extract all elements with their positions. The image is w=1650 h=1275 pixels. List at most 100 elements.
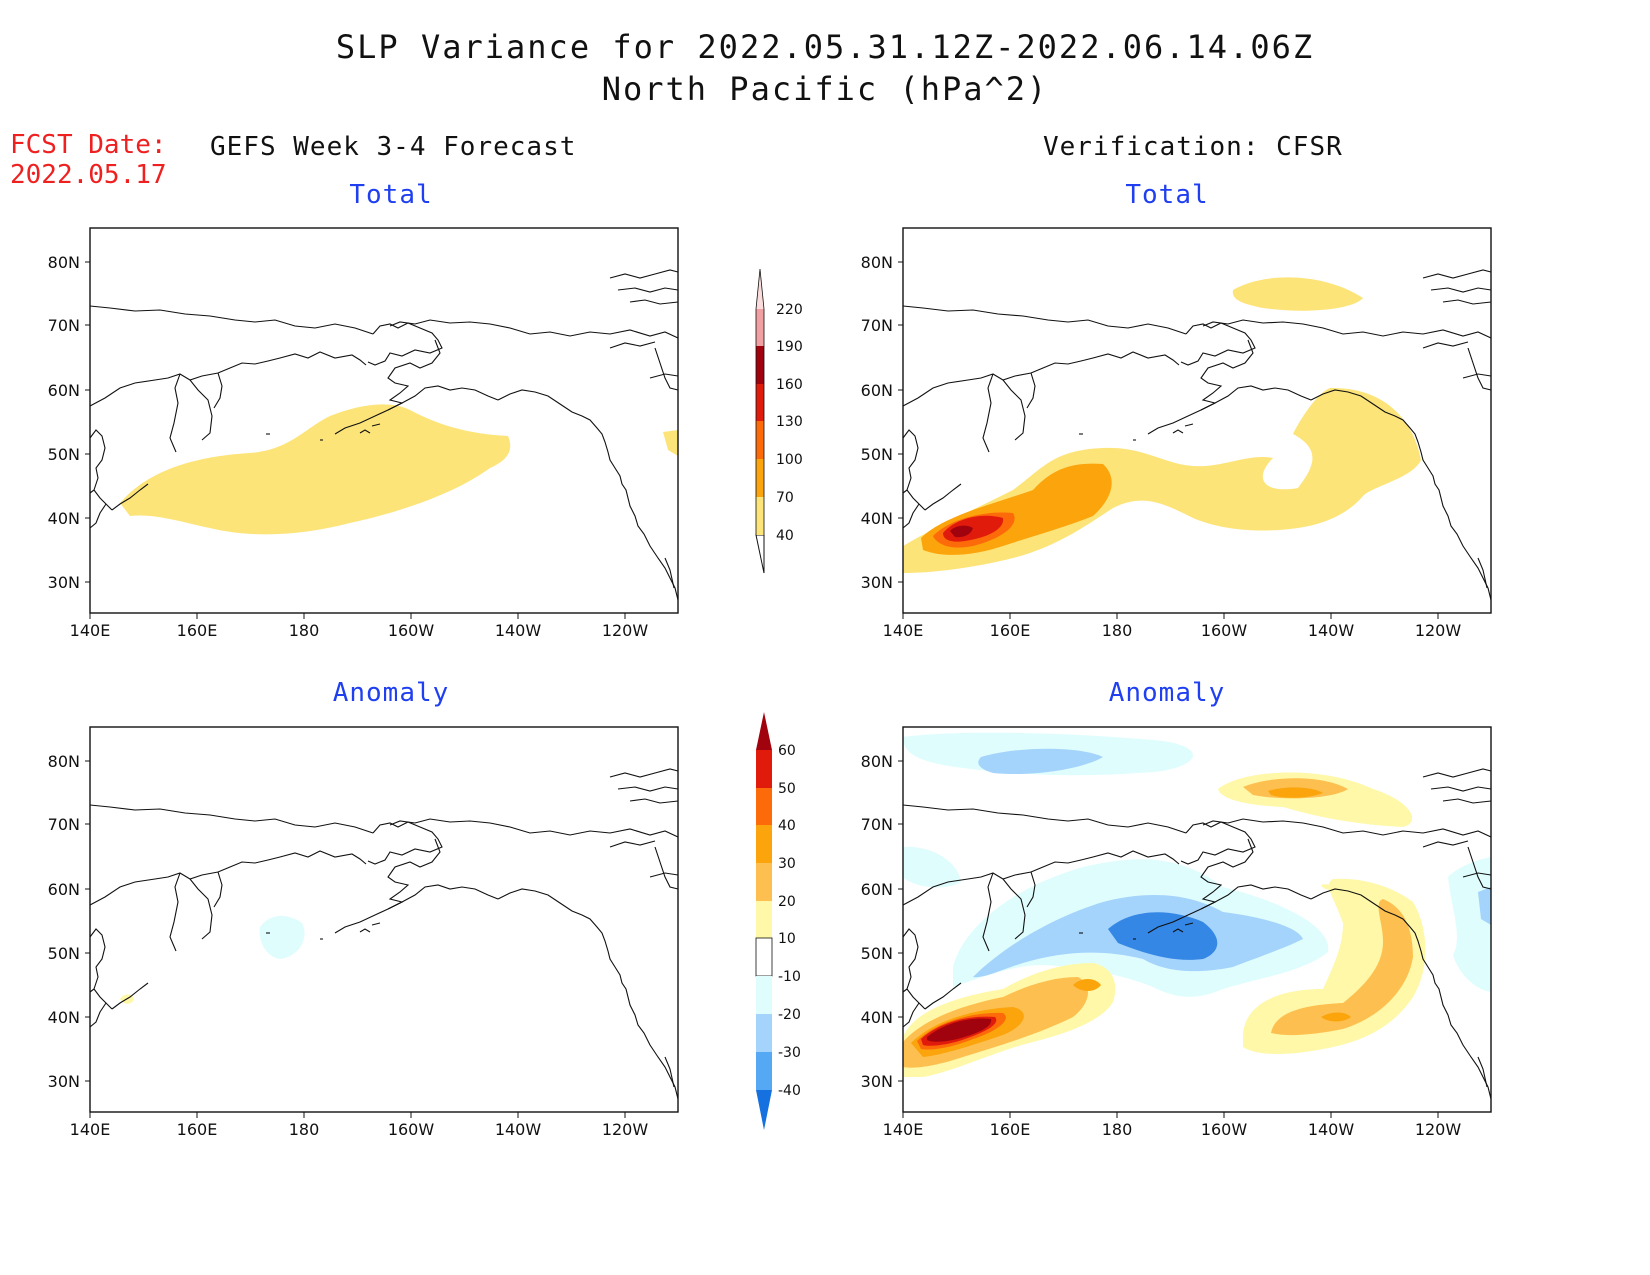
- lat-label: 60N: [48, 381, 80, 400]
- colorbar-anomaly-label: 20: [778, 894, 796, 910]
- map-verification-total: [897, 227, 1492, 620]
- colorbar-anomaly-label: 10: [778, 931, 796, 947]
- lat-label: 50N: [48, 445, 80, 464]
- lon-label: 120W: [602, 621, 649, 640]
- colorbar-total-lower-wedge: [755, 534, 765, 574]
- map-forecast-total: [84, 227, 679, 620]
- lon-label: 160W: [388, 1120, 435, 1139]
- figure-title-line2: North Pacific (hPa^2): [601, 70, 1049, 108]
- forecast-date-value: 2022.05.17: [10, 160, 167, 190]
- lon-label: 160W: [1201, 1120, 1248, 1139]
- pos-west-60: [927, 1018, 992, 1042]
- lat-label: 40N: [861, 509, 893, 528]
- lon-label: 140W: [1308, 1120, 1355, 1139]
- panel-label-verification-total: Total: [1125, 180, 1209, 210]
- lon-label: 140W: [1308, 621, 1355, 640]
- colorbar-anomaly: 60 50 40 30 20 10 -10 -20 -30 -40: [755, 712, 801, 1130]
- colorbar-total-label: 100: [776, 452, 803, 468]
- colorbar-total-swatch: [756, 384, 764, 421]
- colorbar-total-swatch: [756, 497, 764, 535]
- lat-label: 30N: [48, 573, 80, 592]
- colorbar-total-label: 130: [776, 414, 803, 430]
- colorbar-total-swatch: [756, 459, 764, 497]
- forecast-date-label: FCST Date:: [10, 130, 167, 160]
- colorbar-anomaly-swatch: [756, 750, 772, 788]
- lon-label: 160E: [990, 1120, 1031, 1139]
- colorbar-anomaly-label: -20: [778, 1007, 801, 1023]
- lat-label: 80N: [48, 752, 80, 771]
- lon-label: 180: [289, 621, 320, 640]
- colorbar-anomaly-label: 30: [778, 856, 796, 872]
- lon-label: 120W: [1415, 1120, 1462, 1139]
- lat-label: 70N: [861, 316, 893, 335]
- column-title-verification: Verification: CFSR: [1043, 132, 1343, 162]
- colorbar-anomaly-swatch: [756, 863, 772, 901]
- lat-label: 40N: [48, 1008, 80, 1027]
- pos-small: [1321, 884, 1335, 890]
- lat-label: 50N: [861, 445, 893, 464]
- contour-40-70-north: [1232, 277, 1363, 311]
- lon-label: 140E: [70, 621, 111, 640]
- colorbar-total-swatch: [756, 309, 764, 346]
- map-forecast-anomaly: [84, 726, 679, 1119]
- axis-labels-bottom-right: 80N 70N 60N 50N 40N 30N 140E 160E 180 16…: [861, 752, 1462, 1139]
- colorbar-total: 40 70 100 130 160 190 220: [755, 268, 803, 574]
- colorbar-anomaly-swatch: [756, 976, 772, 1014]
- lat-label: 80N: [861, 253, 893, 272]
- lat-label: 70N: [48, 316, 80, 335]
- lat-label: 30N: [861, 1072, 893, 1091]
- contour-40-70: [120, 404, 511, 535]
- column-title-forecast: GEFS Week 3-4 Forecast: [210, 132, 577, 162]
- contour-minus10-minus20: [259, 915, 305, 959]
- pos-north-30: [1268, 787, 1323, 798]
- colorbar-total-swatch: [756, 421, 764, 459]
- panel-label-forecast-total: Total: [349, 180, 433, 210]
- colorbar-anomaly-label: 60: [778, 743, 796, 759]
- lon-label: 160W: [1201, 621, 1248, 640]
- lat-label: 30N: [861, 573, 893, 592]
- lat-label: 60N: [861, 381, 893, 400]
- colorbar-anomaly-label: 40: [778, 818, 796, 834]
- lon-label: 160E: [177, 1120, 218, 1139]
- lon-label: 180: [1102, 1120, 1133, 1139]
- lon-label: 160E: [177, 621, 218, 640]
- colorbar-anomaly-swatch: [756, 1014, 772, 1052]
- lat-label: 40N: [48, 509, 80, 528]
- neg-west: [903, 846, 961, 888]
- neg-east: [1448, 857, 1491, 992]
- lat-label: 80N: [48, 253, 80, 272]
- axis-labels-top-left: 80N 70N 60N 50N 40N 30N 140E 160E 180 16…: [48, 253, 649, 640]
- colorbar-total-upper-wedge: [756, 269, 764, 309]
- colorbar-anomaly-label: -40: [778, 1083, 801, 1099]
- lon-label: 140W: [495, 621, 542, 640]
- pos-east-30: [1321, 1012, 1351, 1022]
- lon-label: 140E: [883, 621, 924, 640]
- lat-label: 50N: [48, 944, 80, 963]
- colorbar-anomaly-upper-wedge: [756, 712, 772, 750]
- axis-labels-bottom-left: 80N 70N 60N 50N 40N 30N 140E 160E 180 16…: [48, 752, 649, 1139]
- lat-label: 80N: [861, 752, 893, 771]
- neg-north-core: [978, 748, 1103, 775]
- colorbar-total-label: 40: [776, 528, 794, 544]
- colorbar-anomaly-swatch: [756, 825, 772, 863]
- lon-label: 180: [1102, 621, 1133, 640]
- lon-label: 120W: [602, 1120, 649, 1139]
- axis-labels-top-right: 80N 70N 60N 50N 40N 30N 140E 160E 180 16…: [861, 253, 1462, 640]
- lat-label: 60N: [48, 880, 80, 899]
- map-verification-anomaly: [897, 726, 1492, 1119]
- pos-east: [1243, 878, 1426, 1054]
- lon-label: 160E: [990, 621, 1031, 640]
- figure-title-line1: SLP Variance for 2022.05.31.12Z-2022.06.…: [335, 28, 1315, 66]
- colorbar-total-label: 160: [776, 377, 803, 393]
- lon-label: 160W: [388, 621, 435, 640]
- pos-east-20: [1271, 899, 1413, 1036]
- colorbar-total-swatch: [756, 346, 764, 384]
- contour-160-190: [950, 525, 973, 538]
- neg-east-core: [1478, 887, 1491, 925]
- lon-label: 140E: [883, 1120, 924, 1139]
- colorbar-total-label: 70: [776, 490, 794, 506]
- lon-label: 180: [289, 1120, 320, 1139]
- lat-label: 40N: [861, 1008, 893, 1027]
- lon-label: 140E: [70, 1120, 111, 1139]
- lat-label: 30N: [48, 1072, 80, 1091]
